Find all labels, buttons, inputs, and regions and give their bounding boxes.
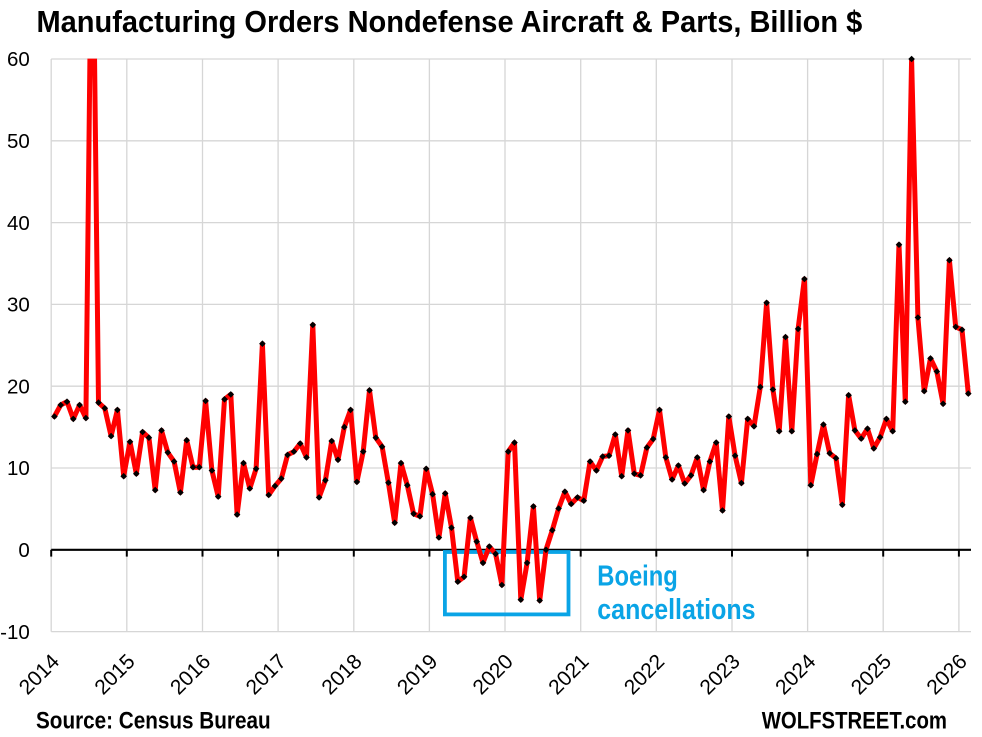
svg-text:50: 50 bbox=[7, 130, 30, 153]
svg-text:WOLFSTREET.com: WOLFSTREET.com bbox=[762, 707, 947, 734]
svg-text:cancellations: cancellations bbox=[597, 594, 755, 626]
svg-text:0: 0 bbox=[18, 539, 29, 562]
svg-text:20: 20 bbox=[7, 375, 30, 398]
svg-text:Manufacturing Orders Nondefens: Manufacturing Orders Nondefense Aircraft… bbox=[37, 5, 863, 39]
svg-text:60: 60 bbox=[7, 48, 30, 71]
svg-text:Boeing: Boeing bbox=[597, 560, 678, 592]
svg-text:30: 30 bbox=[7, 294, 30, 317]
svg-text:-10: -10 bbox=[0, 621, 30, 644]
svg-text:10: 10 bbox=[7, 457, 30, 480]
svg-text:Source: Census Bureau: Source: Census Bureau bbox=[36, 708, 271, 735]
svg-text:40: 40 bbox=[7, 212, 30, 235]
